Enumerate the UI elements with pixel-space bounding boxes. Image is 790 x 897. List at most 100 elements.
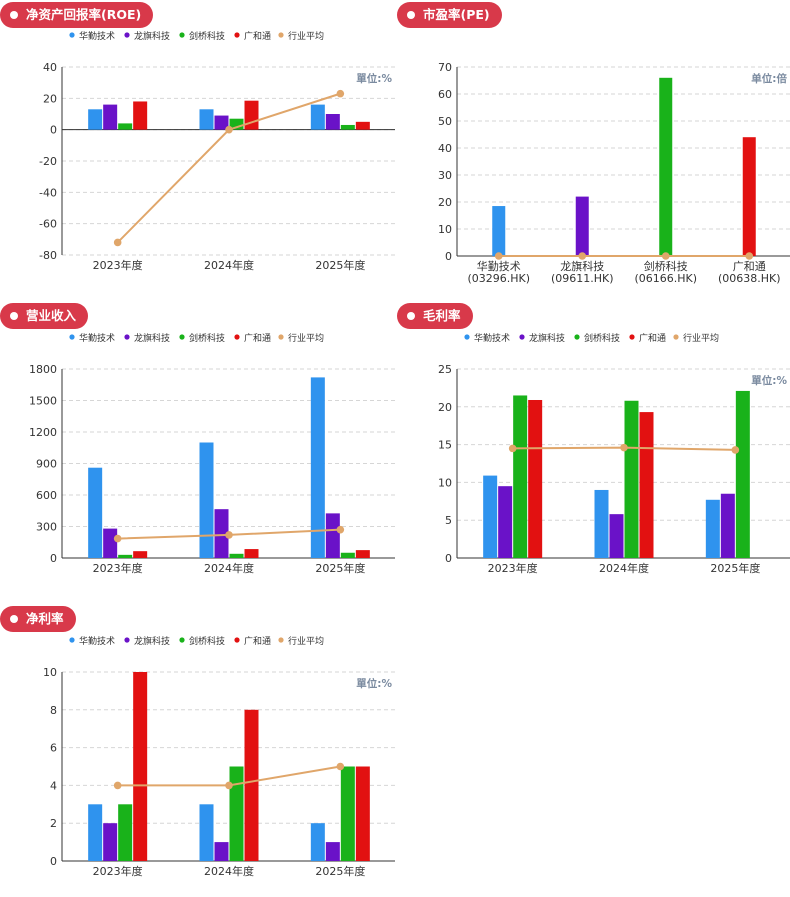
panel-net-margin: 净利率 华勤技术 龙旗科技 剑桥科技 广和通 行业平均 10 8 6 4 2 0 單位:% 2023年度… — [0, 603, 396, 893]
legend-label: 广和通 — [244, 332, 271, 344]
unit-label: 單位:% — [356, 677, 392, 690]
revenue-chart: 华勤技术 龙旗科技 剑桥科技 广和通 行业平均 1800 1500 1200 900 600 300… — [29, 332, 396, 575]
bar-广和通 — [355, 121, 370, 130]
y-tick-label: 1800 — [29, 363, 57, 376]
bar-龙旗科技 — [214, 115, 229, 130]
bar-剑桥科技 — [340, 766, 355, 861]
unit-label: 單位:% — [356, 72, 392, 85]
legend-label: 龙旗科技 — [134, 635, 170, 647]
legend-marker — [629, 334, 635, 340]
unit-label: 單位:% — [751, 374, 787, 387]
chart-title: 毛利率 — [397, 303, 473, 329]
bar-剑桥科技 — [659, 77, 673, 256]
legend-label: 剑桥科技 — [189, 635, 225, 647]
y-tick-label: 0 — [445, 552, 452, 565]
industry-average-point — [661, 252, 670, 260]
bar-剑桥科技 — [118, 554, 133, 558]
bar-剑桥科技 — [229, 118, 244, 130]
gross-margin-chart: 华勤技术 龙旗科技 剑桥科技 广和通 行业平均 25 20 15 10 5 0 單位:% 2023年度 2… — [438, 332, 790, 575]
chart-title: 净利率 — [0, 606, 76, 632]
y-tick-label: 15 — [438, 439, 452, 452]
bar-华勤技术 — [483, 475, 498, 558]
y-tick-label: 0 — [50, 124, 57, 137]
x-tick-code: (09611.HK) — [551, 272, 614, 285]
legend-label: 行业平均 — [288, 332, 324, 344]
legend-label: 广和通 — [244, 30, 271, 42]
x-tick-code: (06166.HK) — [634, 272, 697, 285]
bar-广和通 — [244, 709, 259, 861]
x-tick-label: 龙旗科技 — [560, 259, 604, 273]
roe-chart: 华勤技术 龙旗科技 剑桥科技 广和通 行业平均 40 20 0 -20 -40 -60 -80 單位:%… — [39, 30, 396, 272]
y-tick-label: 10 — [438, 476, 452, 489]
x-tick-label: 华勤技术 — [477, 259, 521, 273]
bar-剑桥科技 — [229, 766, 244, 861]
legend-label: 华勤技术 — [79, 635, 115, 647]
bar-剑桥科技 — [340, 552, 355, 558]
industry-average-point — [113, 534, 122, 543]
bar-剑桥科技 — [340, 124, 355, 130]
y-tick-label: 0 — [445, 250, 452, 263]
legend-marker — [124, 32, 130, 38]
bar-剑桥科技 — [624, 400, 639, 558]
x-tick-label: 剑桥科技 — [644, 259, 688, 273]
bar-龙旗科技 — [214, 842, 229, 861]
x-tick-label: 2024年度 — [204, 864, 254, 878]
industry-average-point — [113, 781, 122, 790]
industry-average-point — [336, 762, 345, 771]
y-tick-label: 600 — [36, 489, 57, 502]
y-tick-label: 0 — [50, 855, 57, 868]
x-tick-label: 2023年度 — [93, 561, 143, 575]
legend-label: 行业平均 — [683, 332, 719, 344]
y-tick-label: 6 — [50, 742, 57, 755]
panel-pe: 市盈率(PE) 70 60 50 40 30 20 10 0 单位:倍 华勤技术 (03296.HK… — [395, 0, 790, 300]
y-tick-label: -40 — [39, 186, 57, 199]
bar-广和通 — [639, 412, 654, 558]
y-tick-label: 2 — [50, 817, 57, 830]
bar-龙旗科技 — [103, 823, 118, 861]
industry-average-point — [336, 89, 345, 98]
y-tick-label: -60 — [39, 218, 57, 231]
panel-revenue: 营业收入 华勤技术 龙旗科技 剑桥科技 广和通 行业平均 1800 1500 1200 900 6… — [0, 300, 396, 600]
bar-广和通 — [355, 550, 370, 558]
legend-marker — [69, 637, 75, 643]
legend-marker — [234, 32, 240, 38]
bar-华勤技术 — [492, 206, 506, 256]
bar-华勤技术 — [310, 377, 325, 558]
y-tick-label: -20 — [39, 155, 57, 168]
y-tick-label: 4 — [50, 779, 57, 792]
bar-广和通 — [244, 549, 259, 558]
y-tick-label: 50 — [438, 115, 452, 128]
legend-marker — [574, 334, 580, 340]
x-tick-label: 2025年度 — [710, 561, 760, 575]
unit-label: 单位:倍 — [751, 72, 787, 85]
bar-龙旗科技 — [103, 104, 118, 130]
y-tick-label: 60 — [438, 88, 452, 101]
industry-average-point — [225, 531, 233, 539]
y-tick-label: 5 — [445, 514, 452, 527]
bar-剑桥科技 — [513, 395, 528, 558]
bar-龙旗科技 — [103, 528, 118, 558]
bar-龙旗科技 — [325, 114, 340, 130]
x-tick-label: 广和通 — [733, 260, 766, 273]
legend-marker — [179, 334, 185, 340]
x-tick-code: (03296.HK) — [467, 272, 530, 285]
bar-华勤技术 — [199, 109, 214, 130]
bar-广和通 — [133, 672, 148, 861]
y-tick-label: 20 — [438, 196, 452, 209]
x-tick-label: 2023年度 — [93, 864, 143, 878]
industry-average-point — [113, 238, 122, 247]
y-tick-label: -80 — [39, 249, 57, 262]
legend-marker — [278, 32, 284, 38]
legend-marker — [69, 334, 75, 340]
bar-龙旗科技 — [498, 486, 513, 558]
bar-华勤技术 — [705, 499, 720, 558]
y-tick-label: 25 — [438, 363, 452, 376]
bar-剑桥科技 — [735, 390, 750, 558]
legend-marker — [124, 334, 130, 340]
industry-average-point — [225, 125, 233, 134]
chart-title: 营业收入 — [0, 303, 89, 329]
legend-marker — [234, 334, 240, 340]
legend-marker — [519, 334, 525, 340]
industry-average-point — [578, 252, 587, 260]
bar-龙旗科技 — [325, 842, 340, 861]
